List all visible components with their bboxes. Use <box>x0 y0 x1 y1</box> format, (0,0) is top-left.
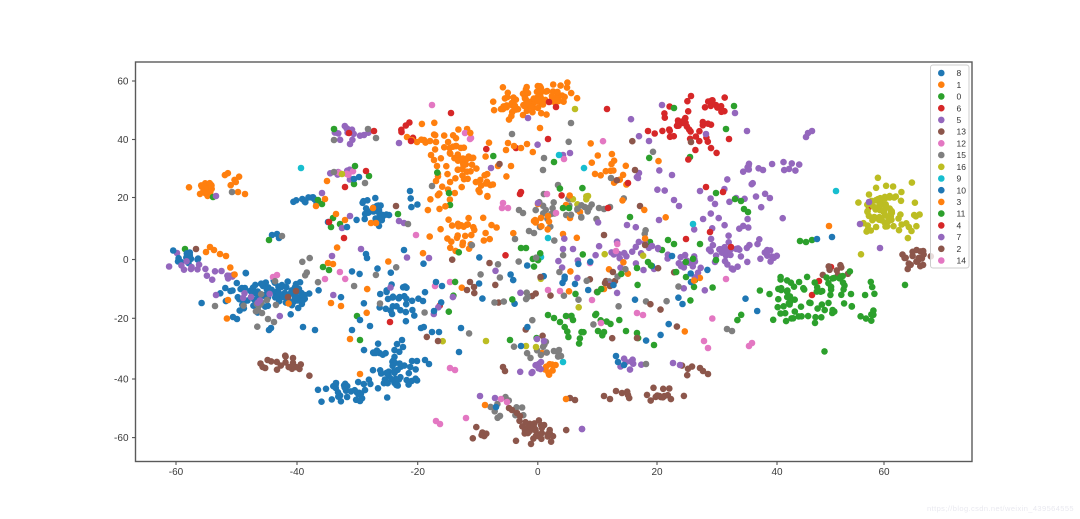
svg-text:16: 16 <box>957 162 967 172</box>
svg-text:40: 40 <box>117 135 129 146</box>
svg-text:nttps;//blog.csdn.net/weixin_4: nttps;//blog.csdn.net/weixin_439564555 <box>927 504 1074 513</box>
svg-text:2: 2 <box>957 244 962 254</box>
svg-text:9: 9 <box>957 174 962 184</box>
svg-text:15: 15 <box>957 150 967 160</box>
svg-text:40: 40 <box>771 467 783 478</box>
svg-text:10: 10 <box>957 185 967 195</box>
svg-text:-20: -20 <box>410 467 425 478</box>
svg-text:60: 60 <box>117 77 129 88</box>
svg-text:20: 20 <box>117 193 129 204</box>
svg-text:-40: -40 <box>290 467 305 478</box>
svg-text:13: 13 <box>957 127 967 137</box>
svg-text:5: 5 <box>957 115 962 125</box>
svg-text:-20: -20 <box>114 314 129 325</box>
svg-text:7: 7 <box>957 232 962 242</box>
svg-text:20: 20 <box>651 467 663 478</box>
svg-text:-40: -40 <box>114 375 129 386</box>
svg-text:0: 0 <box>123 255 129 266</box>
svg-text:12: 12 <box>957 138 967 148</box>
svg-text:4: 4 <box>957 221 962 231</box>
svg-text:1: 1 <box>957 80 962 90</box>
svg-text:-60: -60 <box>114 433 129 444</box>
svg-text:-60: -60 <box>169 467 184 478</box>
svg-text:11: 11 <box>957 209 966 219</box>
svg-text:3: 3 <box>957 197 962 207</box>
svg-text:6: 6 <box>957 103 962 113</box>
svg-text:8: 8 <box>957 68 962 78</box>
svg-text:0: 0 <box>957 92 962 102</box>
svg-text:0: 0 <box>535 467 541 478</box>
svg-text:60: 60 <box>878 467 890 478</box>
svg-text:14: 14 <box>957 256 967 266</box>
